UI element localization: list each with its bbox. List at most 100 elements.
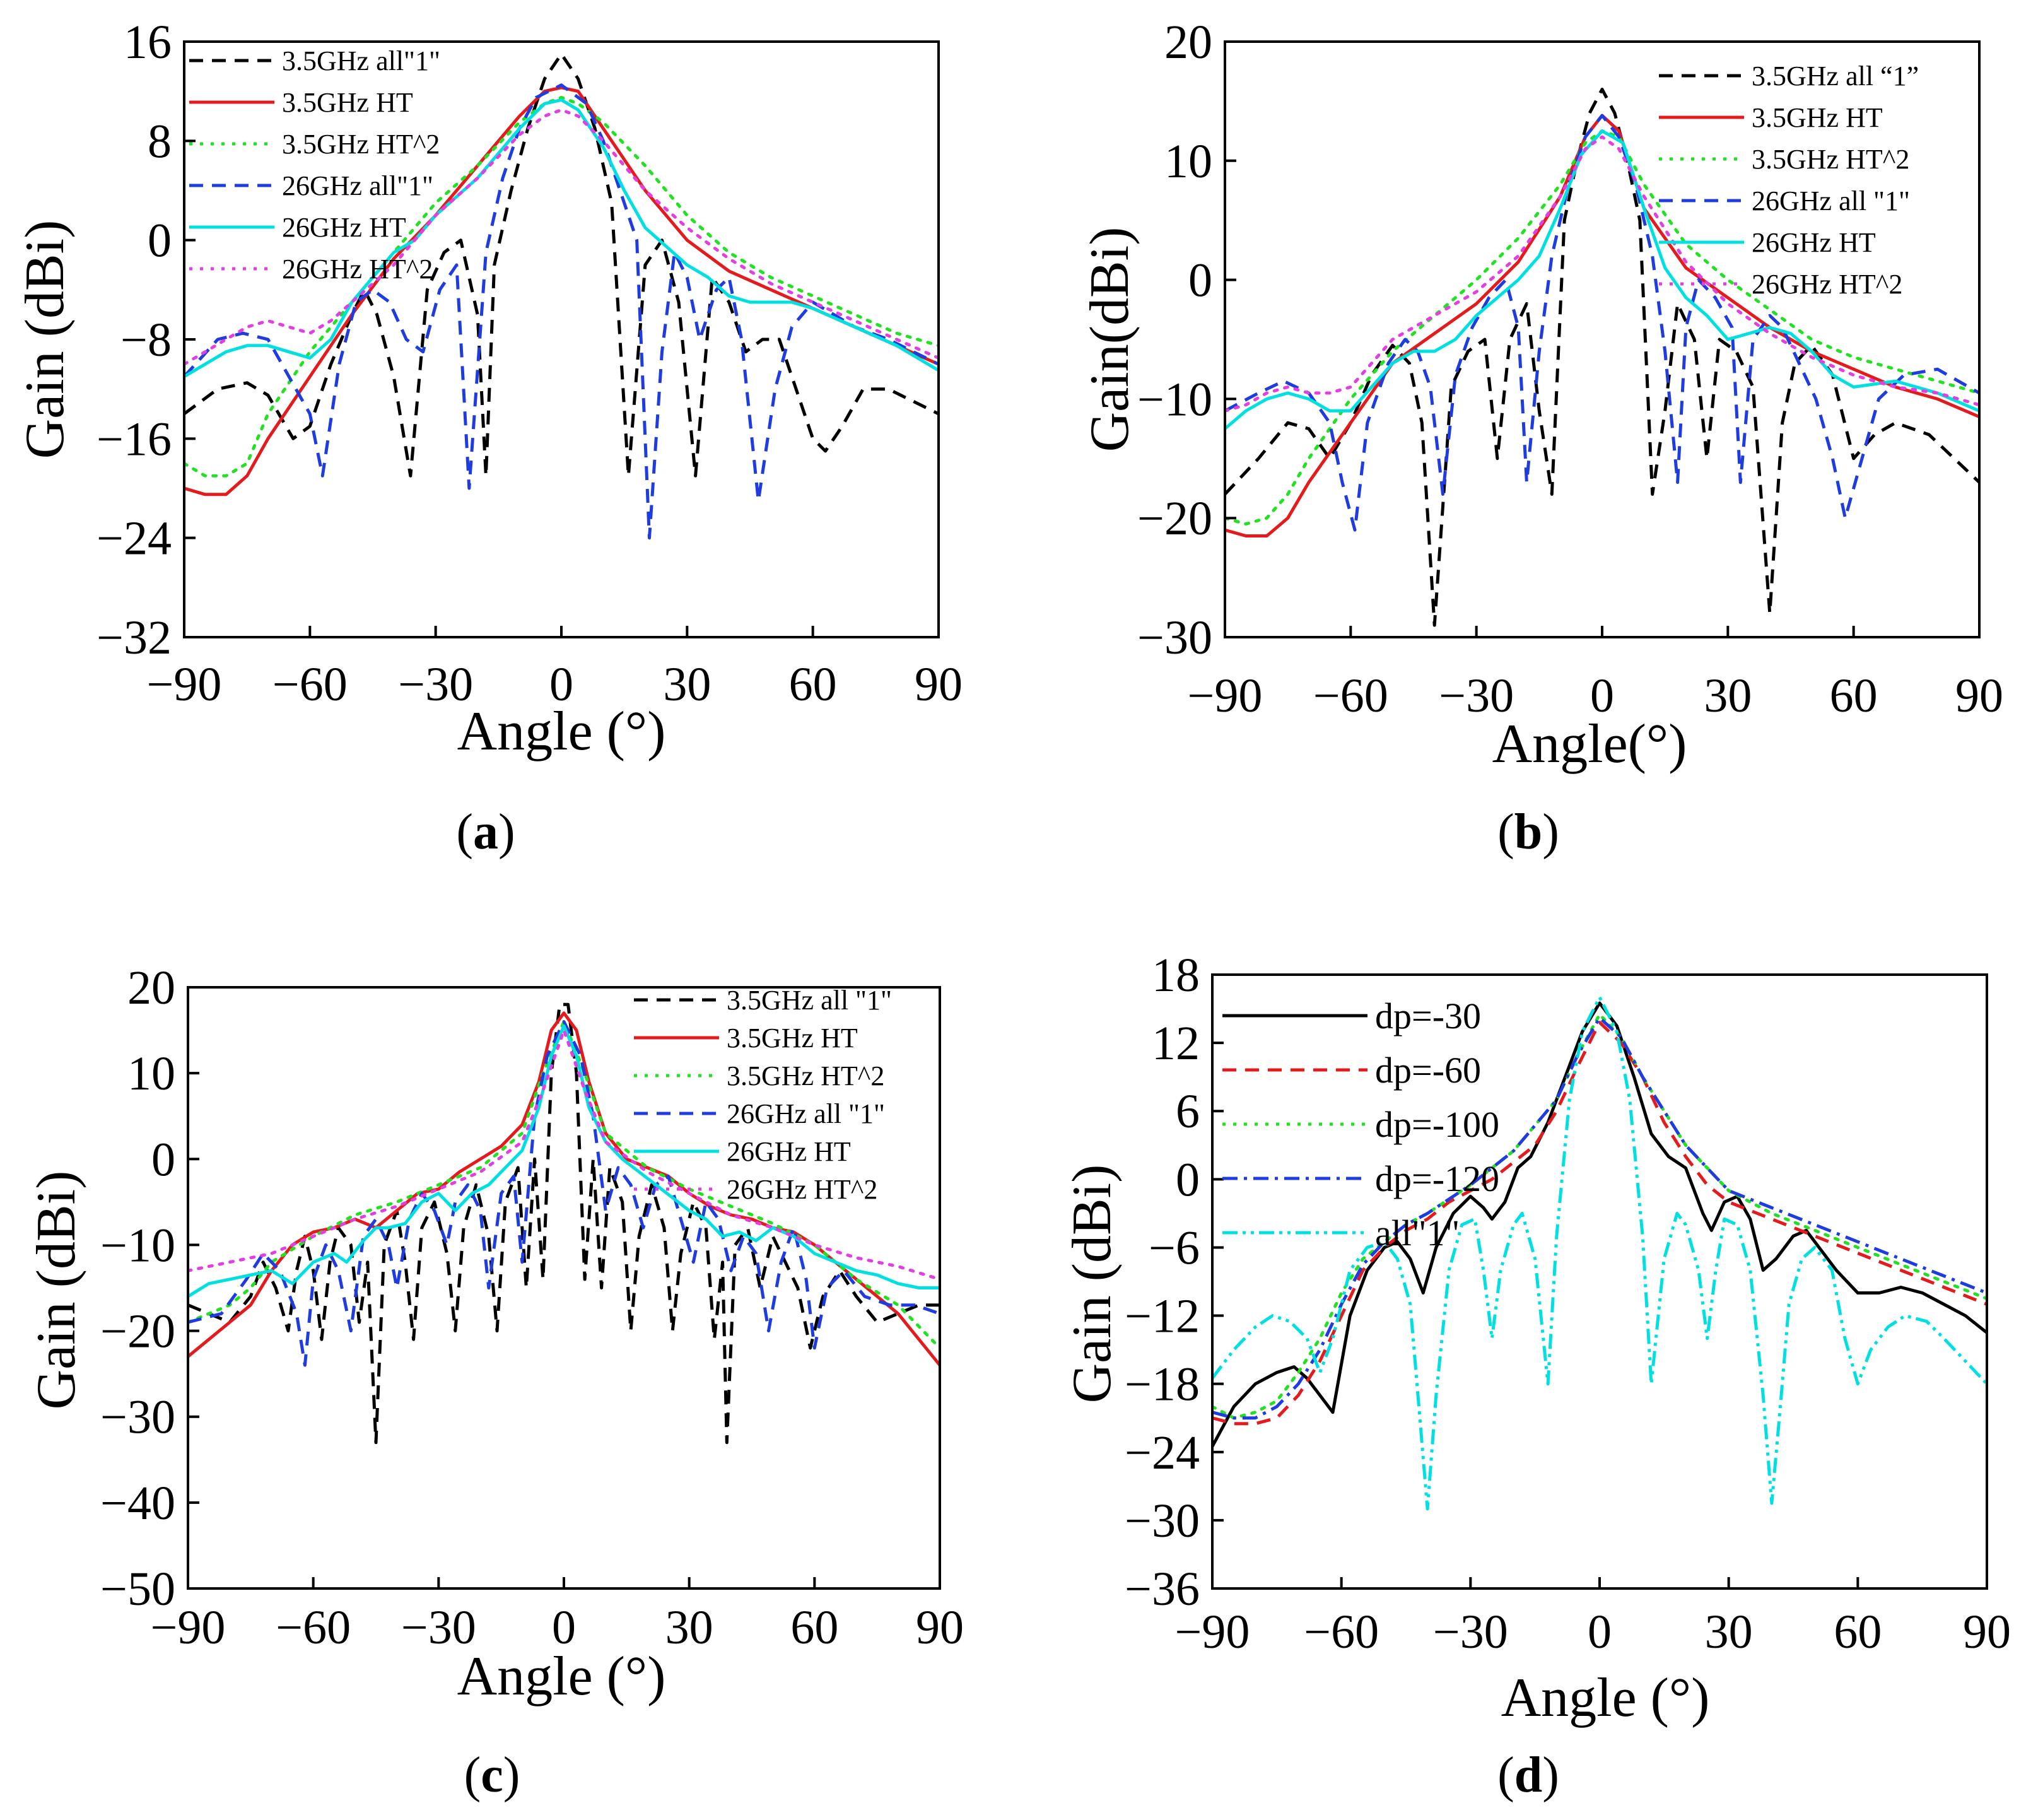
legend-label: dp=-100 [1375, 1104, 1499, 1145]
x-tick-label: 60 [1830, 669, 1878, 722]
series-line-26ghz-ht-2 [188, 1028, 940, 1281]
legend-label: 26GHz all "1" [1752, 185, 1910, 216]
y-tick-label: −30 [100, 1391, 175, 1444]
y-tick-label: −6 [1149, 1221, 1200, 1274]
legend-label: 3.5GHz HT [282, 87, 413, 118]
x-tick-label: −90 [1188, 669, 1263, 722]
series-line-3-5ghz-ht [1225, 114, 1979, 537]
panel-caption-letter: a [473, 804, 498, 860]
series-line-dp-60 [1212, 1021, 1987, 1426]
series-group [188, 1002, 940, 1445]
x-tick-label: −30 [1433, 1606, 1508, 1659]
y-tick-label: 18 [1152, 949, 1200, 1002]
series-line-3-5ghz-ht [184, 86, 939, 496]
x-tick-label: −90 [151, 1601, 226, 1654]
series-line-26ghz-ht-2 [1225, 135, 1979, 413]
y-tick-label: 20 [1164, 16, 1212, 69]
legend-label: 3.5GHz HT^2 [282, 129, 440, 160]
x-tick-label: 90 [915, 658, 963, 711]
x-tick-label: −30 [1439, 669, 1514, 722]
legend-label: 26GHz HT^2 [727, 1174, 877, 1205]
y-tick-label: 8 [148, 115, 172, 168]
panel-caption: (c) [464, 1747, 520, 1803]
series-line-26ghz-ht-2 [184, 108, 939, 366]
legend-label: all"1" [1375, 1212, 1460, 1253]
y-tick-label: −30 [1125, 1494, 1200, 1547]
y-tick-label: 20 [127, 961, 175, 1014]
y-tick-label: −18 [1125, 1358, 1200, 1411]
series-group [184, 52, 939, 540]
y-tick-label: −50 [100, 1563, 175, 1616]
y-tick-label: −24 [1125, 1426, 1200, 1479]
x-tick-label: 0 [1588, 1606, 1612, 1659]
x-tick-label: 30 [1705, 1606, 1753, 1659]
panel-caption: (a) [456, 804, 515, 860]
y-tick-label: −16 [97, 413, 172, 466]
legend-label: 3.5GHz all"1" [282, 45, 440, 76]
series-line-all-1 [1212, 995, 1987, 1511]
x-tick-label: 90 [1955, 669, 2003, 722]
legend-label: 3.5GHz all “1” [1752, 61, 1919, 91]
legend-label: dp=-120 [1375, 1158, 1499, 1199]
legend-label: 26GHz HT [282, 212, 406, 243]
y-tick-label: −20 [1137, 492, 1212, 545]
y-tick-label: −30 [1137, 611, 1212, 664]
x-tick-label: 30 [665, 1601, 713, 1654]
x-axis-label: Angle (°) [457, 1646, 666, 1707]
legend-label: 3.5GHz HT^2 [1752, 144, 1909, 175]
x-tick-label: −60 [276, 1601, 351, 1654]
series-line-dp-30 [1212, 1001, 1987, 1447]
y-tick-label: 0 [148, 214, 172, 267]
y-axis-label: Gain(dBi) [1079, 227, 1140, 452]
y-tick-label: −40 [100, 1477, 175, 1530]
x-tick-label: 90 [1963, 1606, 2011, 1659]
y-tick-label: 6 [1176, 1085, 1200, 1138]
legend-label: 26GHz all "1" [727, 1098, 885, 1129]
chart-panel-a: −90 −60 −30 0 30 60 90 16 8 0 −8 −16 −24 −32 Angle (°)… [15, 16, 963, 860]
x-tick-label: −90 [1175, 1606, 1250, 1659]
chart-panel-b: −90 −60 −30 0 30 60 9020100−10−20−30Angle(°)Ga… [1079, 16, 2003, 860]
x-tick-label: 90 [916, 1601, 964, 1654]
y-tick-label: 16 [124, 16, 172, 69]
plot-frame [1211, 973, 1988, 1590]
series-line-dp-100 [1212, 1013, 1987, 1420]
series-line-26ghz-all-1 [1225, 114, 1979, 532]
legend-label: 26GHz HT [1752, 227, 1876, 258]
x-tick-label: −60 [272, 658, 348, 711]
panel-caption-letter: b [1514, 804, 1543, 860]
series-line-dp-120 [1212, 1016, 1987, 1420]
panel-caption: (b) [1497, 804, 1559, 860]
legend-label: dp=-60 [1375, 1050, 1481, 1091]
y-axis-label: Gain (dBi) [1062, 1165, 1123, 1404]
legend: 3.5GHz all “1” 3.5GHz HT 3.5GHz HT^2 26GHz … [1659, 61, 1919, 300]
x-axis-label: Angle (°) [1501, 1667, 1710, 1729]
legend: dp=-30 dp=-60 dp=-100 dp=-120 all"1" [1222, 995, 1499, 1253]
x-tick-label: −30 [401, 1601, 476, 1654]
series-line-26ghz-all-1 [184, 83, 939, 540]
x-tick-label: 60 [1834, 1606, 1882, 1659]
y-tick-label: −8 [120, 314, 172, 367]
legend-label: 3.5GHz HT [727, 1023, 858, 1054]
series-line-3-5ghz-ht-2 [1225, 129, 1979, 526]
x-tick-label: −90 [147, 658, 222, 711]
y-tick-label: −10 [1137, 373, 1212, 426]
series-line-26ghz-ht [1225, 129, 1979, 430]
legend-label: dp=-30 [1375, 995, 1481, 1036]
x-tick-label: 0 [549, 658, 573, 711]
x-axis-label: Angle(°) [1492, 713, 1687, 775]
y-tick-label: 12 [1152, 1017, 1200, 1070]
y-tick-label: 10 [1164, 135, 1212, 188]
x-tick-label: 30 [1704, 669, 1752, 722]
legend-label: 26GHz HT [727, 1136, 851, 1167]
x-tick-label: −60 [1313, 669, 1388, 722]
x-tick-label: 60 [790, 1601, 838, 1654]
y-tick-label: 0 [1176, 1153, 1200, 1206]
series-group [1212, 995, 1987, 1511]
legend: 3.5GHz all"1" 3.5GHz HT 3.5GHz HT^2 26GHz a… [189, 45, 440, 285]
x-axis-label: Angle (°) [457, 701, 666, 762]
series-line-3-5ghz-all-1 [1225, 88, 1979, 627]
legend-label: 3.5GHz HT [1752, 102, 1883, 133]
x-tick-label: 0 [552, 1601, 576, 1654]
x-tick-label: −30 [398, 658, 473, 711]
